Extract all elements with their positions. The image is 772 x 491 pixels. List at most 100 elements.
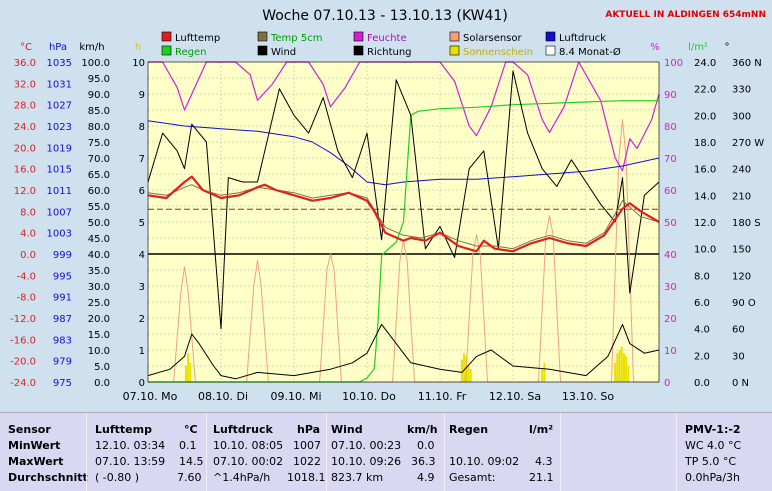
kmh-axis-tick: 70.0 — [88, 154, 110, 165]
temp-axis-tick: -24.0 — [10, 378, 36, 389]
direction-axis-tick: 360 N — [732, 58, 762, 69]
wind-max-time: 10.10. 09:26 — [331, 455, 402, 468]
legend: Lufttemp Temp 5cm Feuchte Solarsensor Luftdr… — [161, 31, 621, 58]
temp-axis-tick: 28.0 — [14, 101, 36, 112]
hpa-axis-tick: 987 — [53, 314, 72, 325]
legend-label: 8.4 Monat-Ø — [559, 46, 621, 58]
direction-axis-tick: 240 — [732, 165, 751, 176]
humidity-axis-tick: 90 — [664, 90, 677, 101]
hours-axis-tick: 10 — [132, 58, 145, 69]
kmh-axis-tick: 25.0 — [88, 298, 110, 309]
series-line-wind — [147, 323, 660, 380]
lufttemp-max-value: 14.5 — [179, 455, 204, 468]
legend-swatch — [161, 45, 172, 56]
regen-total-value: 21.1 — [529, 471, 554, 484]
hpa-axis-tick: 1003 — [47, 229, 72, 240]
legend-swatch — [257, 31, 268, 42]
wind-avg-value: 4.9 — [417, 471, 435, 484]
day-label: 12.10. Sa — [489, 390, 541, 403]
summary-col-spacer — [560, 413, 675, 491]
day-labels: 07.10. Mo 08.10. Di 09.10. Mi 10.10. Do 11.1… — [123, 390, 615, 403]
sunshine-bar — [616, 353, 619, 382]
rain-axis-tick: 18.0 — [694, 138, 716, 149]
legend-swatch — [257, 45, 268, 56]
rain-axis-tick: 12.0 — [694, 218, 716, 229]
temp-axis-tick: -12.0 — [10, 314, 36, 325]
wind-min-time: 07.10. 00:23 — [331, 439, 402, 452]
lufttemp-min-value: 0.1 — [179, 439, 197, 452]
day-label: 07.10. Mo — [123, 390, 178, 403]
axis-unit-label: °C — [20, 42, 32, 53]
luftdruck-max-time: 07.10. 00:02 — [213, 455, 284, 468]
humidity-axis-tick: 80 — [664, 122, 677, 133]
day-label: 11.10. Fr — [418, 390, 467, 403]
temp-axis-tick: 20.0 — [14, 143, 36, 154]
kmh-axis-tick: 100.0 — [81, 58, 110, 69]
kmh-axis-tick: 20.0 — [88, 314, 110, 325]
kmh-axis-tick: 50.0 — [88, 218, 110, 229]
hours-axis-tick: 0 — [139, 378, 145, 389]
rain-axis-tick: 8.0 — [694, 271, 710, 282]
humidity-axis-tick: 60 — [664, 186, 677, 197]
sensor-row-label: MinWert — [8, 439, 61, 452]
lufttemp-avg-note: ( -0.80 ) — [95, 471, 140, 484]
regen-unit: l/m² — [529, 423, 554, 436]
hpa-axis-tick: 1035 — [47, 58, 72, 69]
kmh-axis-tick: 45.0 — [88, 234, 110, 245]
hours-axis-tick: 9 — [139, 90, 145, 101]
kmh-axis-tick: 60.0 — [88, 186, 110, 197]
day-label: 13.10. So — [562, 390, 614, 403]
axis-unit-label: km/h — [79, 42, 104, 53]
wind-min-value: 0.0 — [417, 439, 435, 452]
axis-unit-label: h — [135, 42, 141, 53]
hpa-axis-tick: 1007 — [47, 207, 72, 218]
legend-swatch — [545, 31, 556, 42]
data-series — [147, 61, 660, 383]
kmh-axis-tick: 0.0 — [94, 378, 110, 389]
legend-label: Lufttemp — [175, 33, 220, 44]
summary-table: Sensor MinWert MaxWert Durchschnitt Luft… — [0, 412, 772, 491]
sunshine-bar — [622, 353, 625, 382]
series-line-regen — [148, 100, 659, 383]
kmh-axis-tick: 85.0 — [88, 106, 110, 117]
hours-axis-tick: 3 — [139, 282, 145, 293]
kmh-axis-tick: 40.0 — [88, 250, 110, 261]
direction-axis-tick: 270 W — [732, 138, 764, 149]
direction-axis-tick: 60 — [732, 325, 745, 336]
legend-label: Luftdruck — [559, 33, 606, 44]
kmh-axis-tick: 80.0 — [88, 122, 110, 133]
sunshine-bar — [614, 362, 617, 382]
wind-distance: 823.7 km — [331, 471, 384, 484]
series-line-richtung — [147, 70, 660, 330]
hpa-axis-tick: 999 — [53, 250, 72, 261]
legend-swatch — [449, 31, 460, 42]
hours-axis-tick: 4 — [139, 250, 145, 261]
rain-axis-tick: 10.0 — [694, 245, 716, 256]
direction-axis-tick: 120 — [732, 271, 751, 282]
temp-axis-tick: 32.0 — [14, 79, 36, 90]
temp-axis-tick: -20.0 — [10, 357, 36, 368]
summary-col-lufttemp: Lufttemp °C 12.10. 03:34 0.1 07.10. 13:5… — [86, 413, 205, 491]
luftdruck-unit: hPa — [297, 423, 321, 436]
pmv-windchill: WC 4.0 °C — [685, 439, 742, 452]
direction-axis-tick: 90 O — [732, 298, 756, 309]
legend-swatch — [545, 45, 556, 56]
direction-axis-tick: 210 — [732, 191, 751, 202]
luftdruck-max-value: 1022 — [293, 455, 321, 468]
temp-axis-tick: 36.0 — [14, 58, 36, 69]
lufttemp-avg-value: 7.60 — [177, 471, 202, 484]
temp-axis-tick: -8.0 — [16, 293, 36, 304]
hpa-axis-tick: 975 — [53, 378, 72, 389]
temp-axis-tick: 0.0 — [20, 250, 36, 261]
legend-swatch — [353, 31, 364, 42]
sunshine-bar — [620, 346, 623, 382]
kmh-axis-tick: 90.0 — [88, 90, 110, 101]
humidity-axis-tick: 50 — [664, 218, 677, 229]
lufttemp-max-time: 07.10. 13:59 — [95, 455, 166, 468]
rain-axis-tick: 22.0 — [694, 85, 716, 96]
luftdruck-min-value: 1007 — [293, 439, 321, 452]
sunshine-bar — [187, 353, 190, 382]
lufttemp-header: Lufttemp — [95, 423, 152, 436]
humidity-axis-tick: 100 — [664, 58, 683, 69]
hpa-axis-tick: 1023 — [47, 122, 72, 133]
